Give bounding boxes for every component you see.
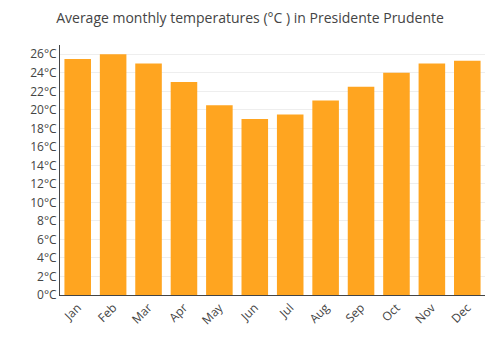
svg-text:Average monthly temperatures (: Average monthly temperatures (°C ) in Pr… <box>56 8 444 27</box>
svg-text:Dec: Dec <box>447 299 474 326</box>
svg-text:14°C: 14°C <box>30 157 57 174</box>
svg-text:16°C: 16°C <box>30 138 57 155</box>
svg-text:8°C: 8°C <box>37 212 57 229</box>
svg-text:18°C: 18°C <box>30 120 57 137</box>
svg-text:Nov: Nov <box>411 299 439 327</box>
svg-text:Apr: Apr <box>165 299 191 325</box>
svg-text:Aug: Aug <box>305 299 333 327</box>
svg-text:20°C: 20°C <box>30 101 57 118</box>
svg-text:22°C: 22°C <box>30 83 57 100</box>
svg-text:26°C: 26°C <box>30 45 57 62</box>
svg-text:12°C: 12°C <box>30 175 57 192</box>
svg-text:May: May <box>198 299 227 328</box>
svg-text:Jun: Jun <box>236 299 261 324</box>
svg-text:Feb: Feb <box>94 299 120 325</box>
svg-text:Mar: Mar <box>128 299 156 327</box>
svg-text:Oct: Oct <box>378 299 404 325</box>
svg-text:Sep: Sep <box>341 299 368 326</box>
svg-text:Jan: Jan <box>60 299 85 324</box>
svg-text:6°C: 6°C <box>37 231 57 248</box>
svg-text:2°C: 2°C <box>37 268 57 285</box>
svg-text:4°C: 4°C <box>37 249 57 266</box>
svg-text:24°C: 24°C <box>30 64 57 81</box>
svg-text:0°C: 0°C <box>37 286 57 303</box>
svg-text:Jul: Jul <box>275 299 297 321</box>
svg-text:10°C: 10°C <box>30 194 57 211</box>
